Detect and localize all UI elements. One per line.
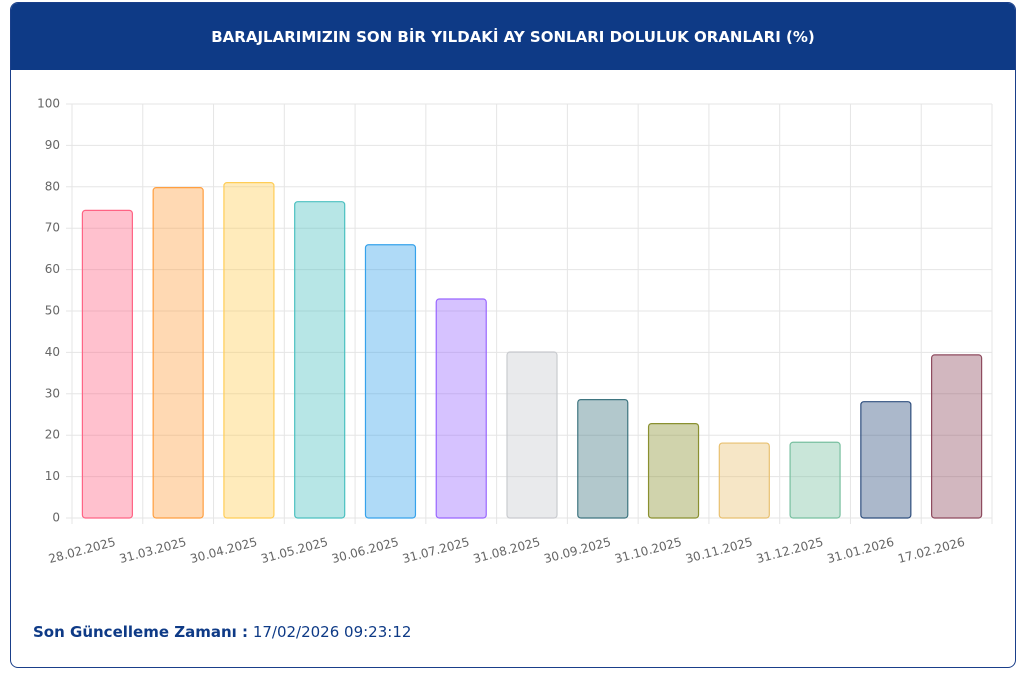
x-tick-label: 31.10.2025 bbox=[613, 535, 683, 566]
y-tick-label: 60 bbox=[45, 262, 60, 276]
bar bbox=[435, 298, 487, 519]
bar bbox=[152, 187, 204, 519]
y-tick-label: 80 bbox=[45, 179, 60, 193]
y-tick-label: 90 bbox=[45, 138, 60, 152]
chart-title: BARAJLARIMIZIN SON BİR YILDAKİ AY SONLAR… bbox=[211, 27, 815, 46]
bar bbox=[81, 209, 133, 519]
y-tick-label: 40 bbox=[45, 345, 60, 359]
x-tick-label: 17.02.2026 bbox=[896, 535, 966, 566]
bar bbox=[577, 398, 629, 519]
y-tick-label: 0 bbox=[52, 511, 60, 525]
bar bbox=[223, 182, 275, 519]
x-tick-label: 30.11.2025 bbox=[684, 535, 754, 566]
update-label: Son Güncelleme Zamanı : bbox=[33, 623, 249, 641]
x-tick-label: 30.09.2025 bbox=[542, 535, 612, 566]
chart-card: BARAJLARIMIZIN SON BİR YILDAKİ AY SONLAR… bbox=[10, 2, 1016, 668]
x-tick-label: 31.03.2025 bbox=[118, 535, 188, 566]
bar bbox=[506, 351, 558, 519]
chart-header: BARAJLARIMIZIN SON BİR YILDAKİ AY SONLAR… bbox=[11, 3, 1015, 70]
update-value: 17/02/2026 09:23:12 bbox=[252, 623, 412, 641]
bar bbox=[789, 441, 841, 519]
y-tick-label: 20 bbox=[45, 428, 60, 442]
x-tick-label: 31.12.2025 bbox=[755, 535, 825, 566]
x-tick-label: 31.01.2026 bbox=[826, 535, 896, 566]
x-tick-label: 28.02.2025 bbox=[47, 535, 117, 566]
bar bbox=[294, 201, 346, 519]
update-time: Son Güncelleme Zamanı : 17/02/2026 09:23… bbox=[33, 623, 411, 641]
y-tick-label: 10 bbox=[45, 469, 60, 483]
x-tick-label: 30.06.2025 bbox=[330, 535, 400, 566]
bar bbox=[718, 442, 770, 519]
y-tick-label: 100 bbox=[37, 97, 60, 111]
bar bbox=[364, 244, 417, 519]
bar bbox=[647, 423, 700, 519]
x-tick-label: 31.08.2025 bbox=[472, 535, 542, 566]
y-tick-label: 70 bbox=[45, 221, 60, 235]
x-tick-label: 31.05.2025 bbox=[259, 535, 329, 566]
y-tick-label: 30 bbox=[45, 386, 60, 400]
x-tick-label: 31.07.2025 bbox=[401, 535, 471, 566]
bar bbox=[860, 401, 912, 519]
x-tick-label: 30.04.2025 bbox=[189, 535, 259, 566]
bar bbox=[931, 354, 983, 519]
y-tick-label: 50 bbox=[45, 304, 60, 318]
